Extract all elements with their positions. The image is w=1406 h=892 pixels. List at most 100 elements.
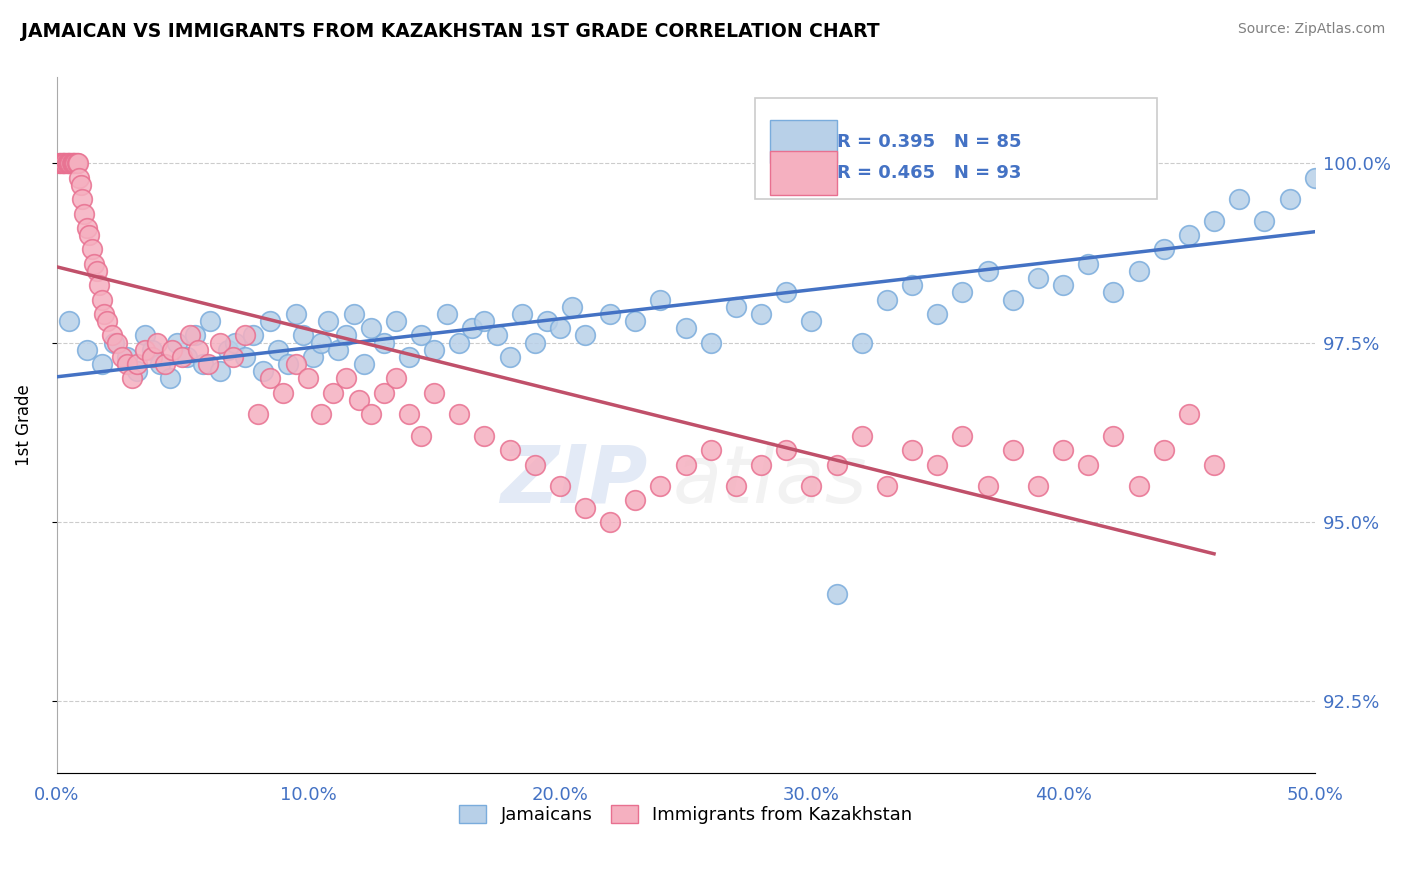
Point [162, 343, 184, 357]
Point [328, 343, 350, 357]
Point [134, 343, 156, 357]
Point [335, 328, 357, 343]
Point [69, 178, 91, 192]
Point [233, 328, 256, 343]
Point [523, 458, 546, 472]
Point [548, 321, 571, 335]
Point [59, 156, 82, 170]
Point [1102, 429, 1125, 443]
Y-axis label: 1st Grade: 1st Grade [15, 384, 32, 466]
Point [342, 307, 364, 321]
Point [66, 156, 89, 170]
Point [141, 350, 163, 364]
Point [574, 500, 596, 515]
Point [63, 156, 86, 170]
Point [851, 335, 873, 350]
Point [472, 314, 495, 328]
Text: R = 0.465   N = 93: R = 0.465 N = 93 [837, 164, 1021, 182]
Point [222, 350, 245, 364]
Point [1077, 257, 1099, 271]
Point [1153, 243, 1175, 257]
Point [297, 371, 319, 385]
Point [976, 264, 998, 278]
Point [749, 307, 772, 321]
Point [51, 156, 73, 170]
Point [411, 328, 433, 343]
Point [49, 156, 72, 170]
Point [800, 479, 823, 493]
Point [1001, 293, 1024, 307]
Point [1405, 156, 1406, 170]
Text: ZIP: ZIP [501, 442, 648, 520]
Point [952, 429, 974, 443]
Point [318, 314, 340, 328]
Point [1329, 156, 1351, 170]
Point [574, 328, 596, 343]
Point [60, 156, 83, 170]
Point [284, 307, 307, 321]
Point [153, 357, 176, 371]
Point [1102, 285, 1125, 300]
Point [179, 328, 201, 343]
Point [775, 443, 797, 458]
Point [876, 293, 898, 307]
Point [498, 350, 520, 364]
Point [134, 328, 156, 343]
Point [96, 314, 118, 328]
Text: JAMAICAN VS IMMIGRANTS FROM KAZAKHSTAN 1ST GRADE CORRELATION CHART: JAMAICAN VS IMMIGRANTS FROM KAZAKHSTAN 1… [21, 22, 880, 41]
Point [724, 300, 747, 314]
Point [749, 458, 772, 472]
Point [309, 335, 332, 350]
Point [52, 156, 75, 170]
Point [851, 429, 873, 443]
Point [1227, 192, 1250, 206]
Point [599, 307, 621, 321]
Point [309, 408, 332, 422]
FancyBboxPatch shape [770, 152, 837, 194]
Point [184, 328, 207, 343]
Point [73, 206, 96, 220]
Point [67, 170, 90, 185]
Point [1153, 443, 1175, 458]
Point [89, 278, 111, 293]
Point [141, 343, 163, 357]
Point [259, 371, 281, 385]
Point [624, 314, 647, 328]
Point [449, 408, 471, 422]
Point [121, 371, 143, 385]
Point [675, 321, 697, 335]
Point [246, 408, 269, 422]
Point [86, 264, 108, 278]
Point [115, 350, 138, 364]
Point [675, 458, 697, 472]
Point [423, 343, 446, 357]
Point [775, 285, 797, 300]
Point [277, 357, 299, 371]
Point [398, 350, 420, 364]
Point [90, 357, 112, 371]
Point [335, 371, 357, 385]
Point [825, 458, 848, 472]
Point [927, 307, 949, 321]
Point [1026, 271, 1049, 285]
Legend: Jamaicans, Immigrants from Kazakhstan: Jamaicans, Immigrants from Kazakhstan [450, 796, 921, 833]
Point [65, 156, 87, 170]
Point [1128, 264, 1150, 278]
Point [360, 408, 382, 422]
Point [70, 192, 93, 206]
Point [233, 350, 256, 364]
Point [252, 364, 274, 378]
Point [700, 335, 723, 350]
Point [1278, 192, 1301, 206]
Point [411, 429, 433, 443]
Point [172, 350, 194, 364]
Point [55, 156, 77, 170]
Point [724, 479, 747, 493]
FancyBboxPatch shape [770, 120, 837, 163]
Point [115, 357, 138, 371]
Point [599, 515, 621, 529]
Point [650, 293, 672, 307]
Point [127, 364, 149, 378]
Point [58, 314, 80, 328]
Point [536, 314, 558, 328]
